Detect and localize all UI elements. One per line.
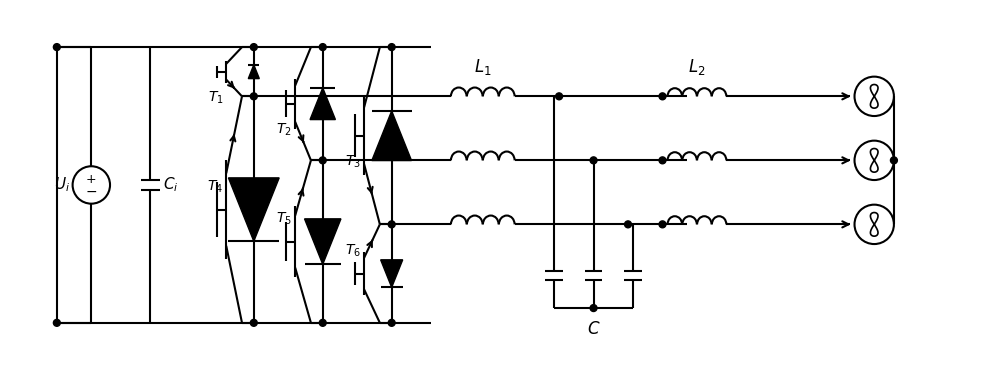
- Circle shape: [250, 44, 257, 50]
- Polygon shape: [381, 260, 403, 287]
- Text: $T_2$: $T_2$: [276, 122, 292, 138]
- Text: +: +: [86, 173, 97, 185]
- Circle shape: [659, 221, 666, 228]
- Circle shape: [625, 221, 631, 228]
- Text: $U_i$: $U_i$: [54, 176, 70, 194]
- Polygon shape: [372, 111, 412, 161]
- Circle shape: [319, 44, 326, 50]
- Circle shape: [388, 44, 395, 50]
- Polygon shape: [310, 88, 335, 120]
- Text: $L_2$: $L_2$: [688, 57, 706, 77]
- Circle shape: [659, 157, 666, 164]
- Text: $T_5$: $T_5$: [276, 210, 292, 227]
- Polygon shape: [228, 178, 279, 241]
- Text: $T_4$: $T_4$: [207, 178, 223, 195]
- Circle shape: [250, 93, 257, 100]
- Circle shape: [250, 319, 257, 326]
- Text: $T_1$: $T_1$: [208, 89, 223, 106]
- Text: −: −: [86, 185, 97, 199]
- Text: $T_3$: $T_3$: [345, 153, 361, 170]
- Polygon shape: [305, 219, 341, 264]
- Circle shape: [53, 44, 60, 50]
- Circle shape: [556, 93, 563, 100]
- Circle shape: [319, 157, 326, 164]
- Text: $L_1$: $L_1$: [474, 57, 492, 77]
- Circle shape: [53, 319, 60, 326]
- Circle shape: [319, 319, 326, 326]
- Circle shape: [388, 319, 395, 326]
- Circle shape: [659, 93, 666, 100]
- Circle shape: [388, 221, 395, 228]
- Polygon shape: [248, 65, 259, 78]
- Text: $C$: $C$: [587, 320, 600, 338]
- Circle shape: [890, 157, 897, 164]
- Circle shape: [590, 157, 597, 164]
- Text: $T_6$: $T_6$: [345, 242, 361, 259]
- Text: $C_i$: $C_i$: [163, 176, 179, 194]
- Circle shape: [590, 305, 597, 311]
